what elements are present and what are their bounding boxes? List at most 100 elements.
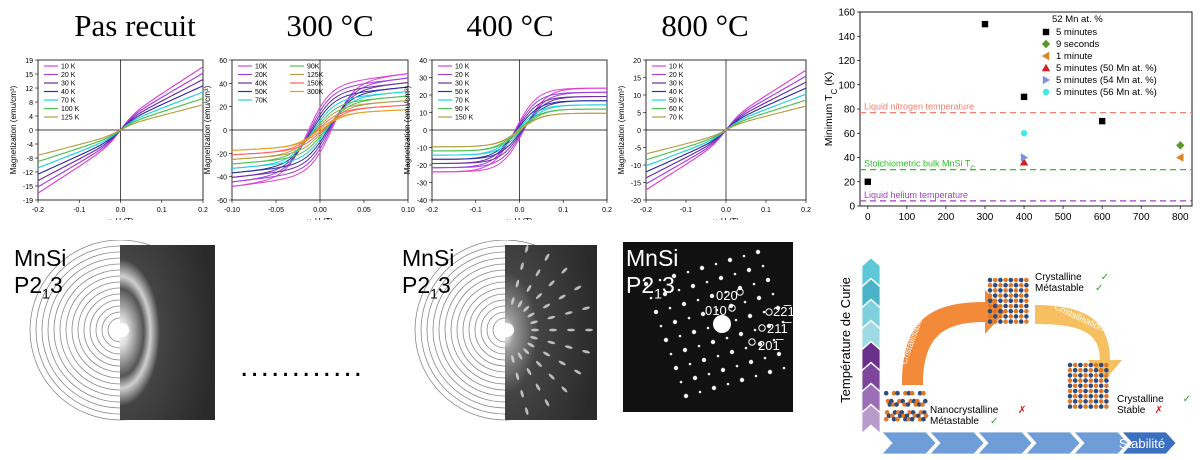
hysteresis-panel-2: 60 40 20 0 -20 -40 -60 -0.10 -0.05 0.00 0.05 0.10 μ₀… bbox=[203, 58, 415, 220]
hysteresis-curve bbox=[432, 104, 607, 156]
atom bbox=[1013, 277, 1019, 283]
miller-index-label: 010 bbox=[705, 303, 727, 318]
diffraction-spot bbox=[725, 336, 729, 340]
y-tick-label: -20 bbox=[417, 163, 427, 170]
curie-chevron bbox=[861, 320, 881, 350]
legend-label: 150K bbox=[307, 81, 324, 88]
diffraction-spot bbox=[653, 309, 659, 315]
atom bbox=[1003, 308, 1008, 314]
diffraction-spot bbox=[705, 280, 709, 284]
hysteresis-curve bbox=[37, 104, 204, 156]
diffraction-spot bbox=[781, 320, 785, 324]
diffraction-spot bbox=[567, 328, 575, 332]
atom bbox=[890, 402, 896, 407]
atom bbox=[992, 277, 998, 283]
phase-name: MnSi bbox=[402, 245, 455, 271]
space-group: P213 bbox=[626, 272, 675, 302]
atom bbox=[1098, 362, 1104, 368]
x-tick-label: 0.00 bbox=[313, 207, 327, 214]
atom bbox=[1067, 362, 1073, 368]
atom bbox=[1024, 298, 1029, 304]
diffraction-spot bbox=[782, 366, 786, 370]
atom bbox=[1013, 282, 1019, 288]
indexed-spot-marker bbox=[736, 288, 744, 296]
diffraction-spot bbox=[729, 349, 735, 355]
series-5-minutes bbox=[864, 20, 1106, 185]
atom bbox=[1088, 383, 1094, 389]
diffraction-spot bbox=[649, 296, 653, 300]
atom bbox=[901, 413, 906, 419]
diffraction-spot bbox=[763, 356, 767, 360]
data-point bbox=[1019, 158, 1029, 166]
atom bbox=[1008, 288, 1014, 293]
check-icon: ✓ bbox=[1095, 283, 1103, 294]
atom bbox=[998, 277, 1003, 283]
diffraction-spot bbox=[515, 279, 520, 288]
x-tick-label: 0.0 bbox=[721, 207, 731, 214]
x-tick-label: 400 bbox=[1016, 212, 1033, 223]
atom bbox=[1104, 404, 1109, 409]
legend-label: 1 minute bbox=[1056, 51, 1092, 62]
diffraction-spot bbox=[772, 338, 776, 342]
atom bbox=[1003, 293, 1008, 298]
atom bbox=[1067, 373, 1073, 378]
x-tick-label: 0.2 bbox=[198, 207, 208, 214]
y-tick-label: 0 bbox=[423, 128, 427, 135]
legend-label: 5 minutes (50 Mn at. %) bbox=[1056, 63, 1157, 74]
curie-stability-schematic: Température de CurieStabilitéCristallisa… bbox=[838, 257, 1191, 455]
legend-label: 20 K bbox=[455, 72, 470, 79]
diffraction-spot bbox=[765, 277, 771, 283]
diffraction-spot bbox=[679, 380, 683, 384]
diffraction-spot bbox=[720, 367, 726, 373]
data-point bbox=[1042, 88, 1050, 96]
atom bbox=[1013, 314, 1019, 319]
diffraction-spot bbox=[527, 312, 535, 318]
atom bbox=[916, 402, 922, 407]
diffraction-spot bbox=[547, 340, 556, 345]
data-point bbox=[1041, 39, 1051, 49]
hysteresis-curve bbox=[231, 104, 409, 156]
y-tick-label: 60 bbox=[844, 129, 856, 140]
atom bbox=[998, 293, 1003, 298]
legend-label: 10 K bbox=[669, 64, 684, 71]
metastable-crystal-cluster bbox=[987, 277, 1029, 324]
diffraction-spot bbox=[525, 244, 529, 253]
atom bbox=[998, 288, 1003, 293]
y-tick-label: 10 bbox=[633, 93, 641, 100]
atom bbox=[1088, 378, 1094, 383]
indexed-spot-marker bbox=[728, 304, 736, 312]
atom bbox=[1067, 383, 1073, 389]
state-nanocrystalline: Nanocrystalline ✗ Métastable ✓ bbox=[930, 405, 1026, 427]
hysteresis-curve bbox=[231, 77, 409, 183]
x-tick-label: -0.2 bbox=[426, 207, 438, 214]
x-tick-label: 0.2 bbox=[602, 207, 612, 214]
atom bbox=[1008, 314, 1014, 319]
diffraction-spot bbox=[511, 297, 515, 305]
atom bbox=[1078, 399, 1083, 404]
atom bbox=[1098, 404, 1104, 409]
atom bbox=[1013, 308, 1019, 314]
atom bbox=[1067, 404, 1073, 409]
legend-label: 100 K bbox=[61, 106, 80, 113]
atom bbox=[897, 398, 902, 404]
x-tick-label: 0 bbox=[865, 212, 871, 223]
y-tick-label: 40 bbox=[219, 81, 227, 88]
atom bbox=[1072, 362, 1078, 368]
hysteresis-curve bbox=[432, 87, 608, 173]
x-axis-label: Annealing Temperature (°C) bbox=[961, 224, 1091, 225]
atom bbox=[1078, 362, 1083, 368]
atom bbox=[987, 293, 993, 298]
y-tick-label: 19 bbox=[25, 58, 33, 65]
diffraction-spot bbox=[548, 280, 555, 287]
x-tick-label: 0.2 bbox=[801, 207, 811, 214]
atom bbox=[885, 398, 891, 404]
x-axis-label: μ₀H (T) bbox=[107, 217, 133, 220]
atom bbox=[1098, 399, 1104, 404]
diffraction-spot bbox=[757, 341, 763, 347]
nanocrystalline-cluster bbox=[883, 390, 929, 422]
diffraction-spot bbox=[658, 278, 662, 282]
panel-title-4: 800 °C bbox=[661, 8, 749, 43]
hysteresis-curve bbox=[231, 100, 409, 160]
diffraction-spot bbox=[582, 306, 591, 310]
